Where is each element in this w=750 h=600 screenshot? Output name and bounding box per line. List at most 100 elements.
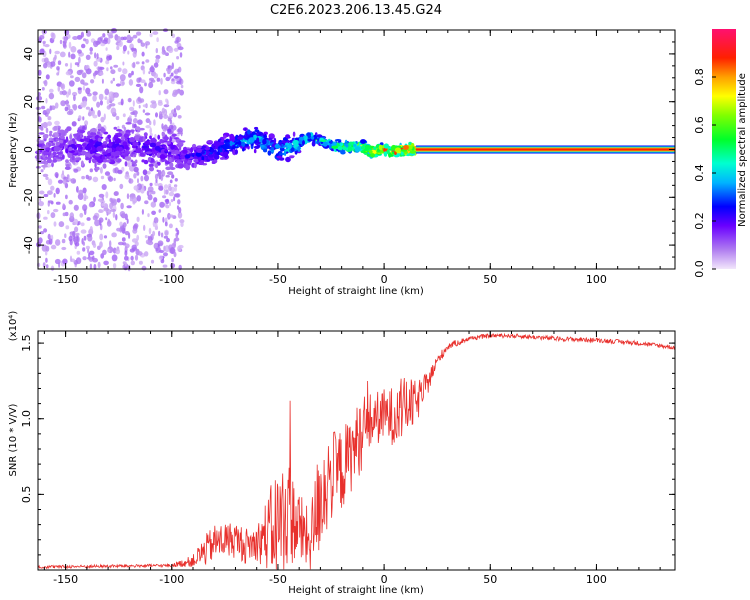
spectrogram-cell (204, 147, 211, 151)
spectrogram-cell (260, 145, 265, 148)
spectrogram-cell (98, 217, 104, 223)
spectrogram-cell (173, 47, 179, 52)
spectrogram-cell (38, 116, 42, 123)
spectrogram-cell (76, 250, 81, 255)
spectrogram-cell (153, 119, 156, 126)
snr-xlabel: Height of straight line (km) (288, 585, 424, 596)
spectrogram-cell (165, 76, 171, 82)
spectrogram-cell (44, 44, 50, 48)
spectrogram-cell (168, 158, 172, 163)
spectrogram-cell (160, 159, 168, 162)
spectrogram-cell (124, 231, 130, 236)
spectrogram-cell (239, 134, 242, 137)
spectrogram-cell (88, 175, 92, 181)
spectrogram-cell (73, 204, 79, 211)
spectrogram-cell (131, 145, 137, 149)
spectrogram-cell (184, 154, 191, 159)
spectrogram-cell (99, 167, 103, 174)
spectrogram-cell (164, 221, 168, 227)
spectrogram-cell (173, 184, 178, 188)
spectrogram-cell (145, 239, 151, 245)
spectrogram-cell (89, 51, 93, 55)
spectrogram-cell (75, 144, 83, 148)
spectrogram-cell (150, 201, 156, 208)
spectrogram-cell (174, 40, 179, 44)
spectrogram-cell (73, 218, 79, 225)
spectrogram-cell (288, 144, 292, 149)
spectrogram-cell (168, 46, 174, 54)
spectrogram-cell (141, 51, 145, 57)
spectrogram-cell (170, 247, 176, 255)
spectrogram-cell (104, 88, 110, 96)
spectrogram-cell (95, 166, 100, 171)
spectrogram-cell (253, 134, 257, 140)
spectrogram-cell (175, 105, 181, 111)
snr-series-line (37, 332, 676, 570)
spectrogram-cell (162, 264, 168, 268)
spectrogram-cell (167, 186, 172, 191)
spectrogram-cell (162, 216, 165, 223)
spectrogram-cell (70, 53, 76, 60)
spectrogram-cell (45, 147, 51, 151)
spectrogram-cell (36, 95, 43, 101)
spectrogram-cell (110, 80, 113, 84)
spectrogram-cell (105, 59, 110, 65)
spectrogram-cell (268, 137, 272, 141)
spectrogram-cell (72, 104, 76, 109)
spectrogram-cell (106, 98, 110, 105)
spectrogram-cell (214, 149, 217, 156)
spectrogram-cell (154, 134, 157, 140)
spectrogram-cell (163, 245, 166, 252)
spectrogram-cell (136, 234, 140, 241)
spectrogram-cell (135, 83, 142, 87)
spectrogram-cell (102, 33, 106, 38)
spectrogram-cell (126, 205, 132, 209)
figure-title: C2E6.2023.206.13.45.G24 (270, 3, 442, 18)
spectrogram-cell (38, 201, 44, 207)
spectrogram-cell (65, 71, 72, 76)
spectrogram-cell (124, 255, 129, 261)
spectrogram-cell (62, 212, 66, 217)
spectrogram-cell (124, 156, 132, 161)
spectrogram-cell (143, 159, 149, 165)
spectrogram-cell (144, 251, 149, 257)
spectrogram-cell (96, 53, 99, 60)
spectrogram-cell (82, 256, 87, 261)
spectrogram-cell (171, 133, 177, 137)
spectrogram-cell (155, 112, 158, 118)
snr-ylabel: SNR (10 * V/V) (8, 403, 19, 476)
snr-scale-note: (x10⁴) (8, 311, 19, 342)
spectrogram-cell (48, 88, 54, 93)
spectrogram-cell (229, 149, 233, 152)
spectrogram-cell (135, 61, 140, 65)
spectrogram-cell (155, 247, 159, 252)
spectrogram-cell (150, 259, 155, 264)
spectrogram-cell (68, 51, 71, 58)
spectrogram-cell (87, 248, 90, 254)
spectrogram-cell (83, 137, 90, 142)
spectrogram-cell (285, 142, 289, 146)
spectrogram-cell (360, 139, 367, 144)
spectrogram-cell (290, 147, 295, 153)
spectrogram-cell (133, 223, 139, 229)
spectrogram-cell (49, 155, 53, 158)
spectrogram-cell (113, 64, 119, 68)
spectrogram-cell (137, 251, 143, 256)
spectrogram-cell (122, 113, 126, 118)
spectrogram-cell (45, 257, 48, 263)
spectrogram-cell (161, 50, 167, 55)
spectrogram-cell (109, 147, 113, 153)
spectrogram-cell (143, 132, 148, 137)
spectrogram-cell (143, 224, 146, 231)
spectrogram-cell (137, 145, 141, 149)
spectrogram-cell (59, 39, 63, 45)
spectrogram-cell (175, 193, 181, 198)
spectrogram-cell (47, 233, 51, 240)
spectrogram-cell (222, 151, 229, 157)
spectrogram-cell (241, 141, 245, 148)
spectrogram-cell (106, 153, 112, 157)
spectrogram-cell (340, 150, 346, 155)
spectrogram-cell (41, 123, 44, 126)
colorbar: 0.0 0.2 0.4 0.6 0.8 Normalized spectral ampl… (693, 29, 748, 278)
spectrogram-cell (137, 178, 139, 184)
